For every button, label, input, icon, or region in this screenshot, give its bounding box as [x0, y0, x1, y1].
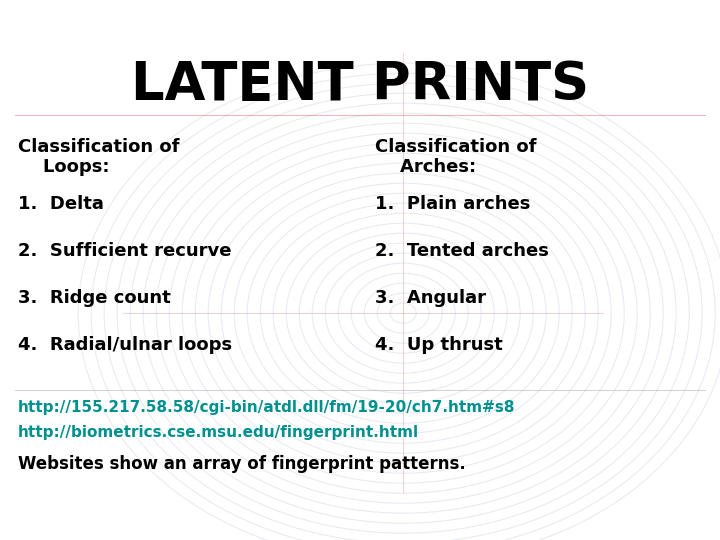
Text: 4.  Radial/ulnar loops: 4. Radial/ulnar loops — [18, 336, 232, 354]
Text: LATENT PRINTS: LATENT PRINTS — [131, 59, 589, 111]
Text: 1.  Delta: 1. Delta — [18, 195, 104, 213]
Text: 2.  Sufficient recurve: 2. Sufficient recurve — [18, 242, 232, 260]
Text: 3.  Ridge count: 3. Ridge count — [18, 289, 171, 307]
Text: Loops:: Loops: — [18, 158, 109, 176]
Text: Classification of: Classification of — [375, 138, 536, 156]
Text: 4.  Up thrust: 4. Up thrust — [375, 336, 503, 354]
Text: http://biometrics.cse.msu.edu/fingerprint.html: http://biometrics.cse.msu.edu/fingerprin… — [18, 425, 419, 440]
Text: 2.  Tented arches: 2. Tented arches — [375, 242, 549, 260]
Text: http://155.217.58.58/cgi-bin/atdl.dll/fm/19-20/ch7.htm#s8: http://155.217.58.58/cgi-bin/atdl.dll/fm… — [18, 400, 516, 415]
Text: Websites show an array of fingerprint patterns.: Websites show an array of fingerprint pa… — [18, 455, 466, 473]
Text: Classification of: Classification of — [18, 138, 179, 156]
Text: 1.  Plain arches: 1. Plain arches — [375, 195, 531, 213]
Text: Arches:: Arches: — [375, 158, 476, 176]
Text: 3.  Angular: 3. Angular — [375, 289, 486, 307]
